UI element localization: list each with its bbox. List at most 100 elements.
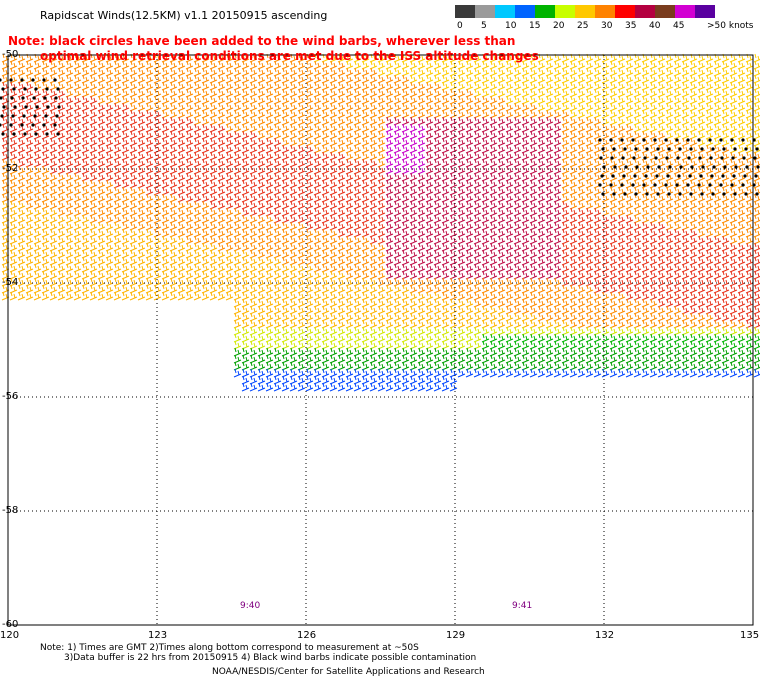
wind-barb	[393, 172, 402, 182]
wind-barb	[9, 186, 18, 196]
wind-barb	[561, 116, 570, 126]
wind-barb	[25, 137, 34, 147]
wind-barb	[497, 277, 506, 287]
wind-barb	[137, 256, 146, 266]
wind-barb	[169, 214, 178, 224]
wind-barb	[297, 95, 306, 105]
wind-barb	[9, 221, 18, 231]
wind-barb	[521, 235, 530, 245]
wind-barb	[89, 263, 98, 273]
wind-barb	[625, 249, 634, 259]
quality-flag-dot	[645, 192, 649, 196]
wind-barb	[681, 186, 690, 196]
wind-barb	[265, 151, 274, 161]
wind-barb	[465, 228, 474, 238]
wind-barb	[353, 200, 362, 210]
wind-barb	[633, 326, 642, 336]
wind-barb	[449, 235, 458, 245]
wind-barb	[409, 88, 418, 98]
quality-flag-dot	[620, 183, 624, 187]
wind-barb	[465, 221, 474, 231]
wind-barb	[481, 123, 490, 133]
wind-barb	[121, 179, 130, 189]
wind-barb	[425, 333, 434, 343]
wind-barb	[361, 368, 370, 378]
wind-barb	[689, 361, 698, 371]
quality-flag-dot	[13, 105, 17, 109]
wind-barb	[345, 326, 354, 336]
wind-barb	[417, 221, 426, 231]
wind-barb	[369, 67, 378, 77]
wind-barb	[665, 207, 674, 217]
wind-barb	[169, 130, 178, 140]
wind-barb	[193, 88, 202, 98]
wind-barb	[713, 319, 722, 329]
wind-barb	[721, 340, 730, 350]
wind-barb	[505, 228, 514, 238]
wind-barb	[689, 60, 698, 70]
wind-barb	[569, 95, 578, 105]
wind-barb	[249, 130, 258, 140]
wind-barb	[201, 74, 210, 84]
wind-barb	[401, 270, 410, 280]
wind-barb	[633, 277, 642, 287]
wind-barb	[489, 242, 498, 252]
wind-barb	[265, 326, 274, 336]
wind-barb	[289, 298, 298, 308]
wind-barb	[249, 312, 258, 322]
wind-barb	[545, 270, 554, 280]
wind-barb	[713, 305, 722, 315]
wind-barb	[457, 137, 466, 147]
wind-barb	[457, 298, 466, 308]
wind-barb	[705, 116, 714, 126]
wind-barb	[473, 263, 482, 273]
wind-barb	[409, 200, 418, 210]
wind-barb	[561, 305, 570, 315]
wind-barb	[721, 179, 730, 189]
wind-barb	[177, 193, 186, 203]
wind-barb	[249, 228, 258, 238]
wind-barb	[617, 298, 626, 308]
wind-barb	[625, 305, 634, 315]
wind-barb	[497, 165, 506, 175]
wind-barb	[225, 186, 234, 196]
wind-barb	[385, 270, 394, 280]
wind-barb	[345, 123, 354, 133]
wind-barb	[537, 284, 546, 294]
wind-barb	[585, 368, 594, 378]
wind-barb	[385, 214, 394, 224]
wind-barb	[393, 67, 402, 77]
wind-barb	[361, 305, 370, 315]
wind-barb	[41, 228, 50, 238]
wind-barb	[745, 368, 754, 378]
wind-barb	[545, 109, 554, 119]
wind-barb	[553, 172, 562, 182]
wind-barb	[393, 242, 402, 252]
wind-barb	[585, 277, 594, 287]
quality-flag-dot	[609, 138, 613, 142]
wind-barb	[361, 193, 370, 203]
wind-barb	[465, 242, 474, 252]
wind-barb	[185, 207, 194, 217]
wind-barb	[377, 95, 386, 105]
wind-barb	[129, 137, 138, 147]
wind-barb	[521, 158, 530, 168]
wind-barb	[401, 123, 410, 133]
wind-barb	[609, 88, 618, 98]
wind-barb	[441, 242, 450, 252]
wind-barb	[161, 242, 170, 252]
wind-barb	[393, 291, 402, 301]
wind-barb	[545, 144, 554, 154]
wind-barb	[585, 347, 594, 357]
wind-barb	[497, 207, 506, 217]
wind-barb	[649, 109, 658, 119]
wind-barb	[137, 158, 146, 168]
wind-barb	[305, 263, 314, 273]
wind-barb	[649, 228, 658, 238]
wind-barb	[369, 221, 378, 231]
wind-barb	[481, 228, 490, 238]
wind-barb	[289, 340, 298, 350]
wind-barb	[249, 284, 258, 294]
wind-barb	[305, 333, 314, 343]
wind-barb	[145, 200, 154, 210]
